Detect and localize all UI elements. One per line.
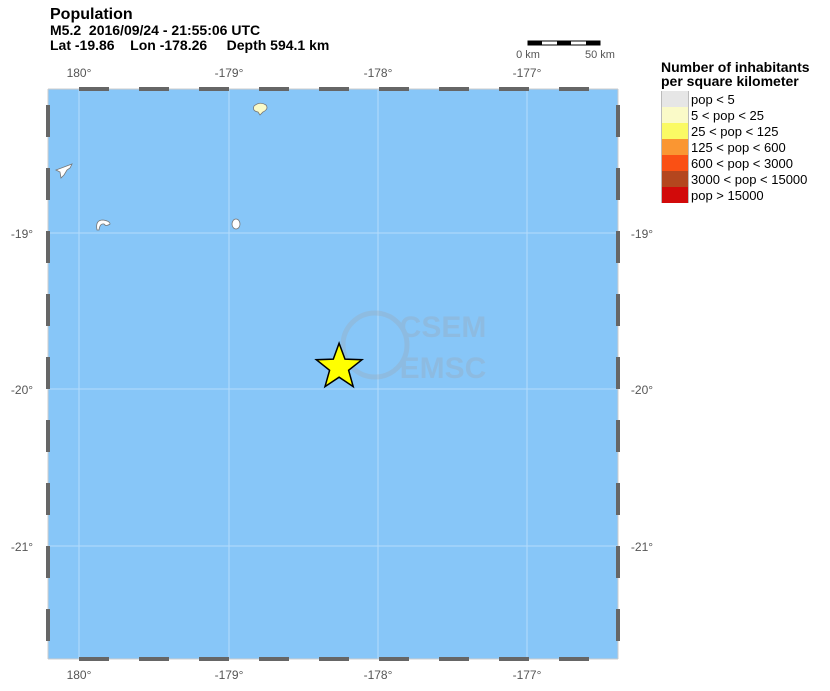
legend-item: 25 < pop < 125 <box>661 123 810 139</box>
event-info: M5.2 2016/09/24 - 21:55:06 UTC <box>50 22 261 38</box>
legend-swatch <box>661 107 689 123</box>
lon-tick-bottom: -177° <box>513 668 542 682</box>
legend-swatch <box>661 187 689 203</box>
legend-label: 25 < pop < 125 <box>691 123 779 139</box>
legend-swatch <box>661 91 689 107</box>
scale-right-label: 50 km <box>585 49 615 61</box>
lon-tick-top: 180° <box>67 66 92 80</box>
island <box>231 218 241 230</box>
lon-tick-top: -178° <box>364 66 393 80</box>
scale-left-label: 0 km <box>516 49 540 61</box>
lat-tick-left: -20° <box>11 383 33 397</box>
island <box>55 163 73 179</box>
lat-tick-right: -20° <box>631 383 653 397</box>
legend-title-line2: per square kilometer <box>661 73 799 89</box>
legend-item: pop > 15000 <box>661 187 810 203</box>
lon-tick-bottom: -179° <box>215 668 244 682</box>
lat-tick-left: -21° <box>11 540 33 554</box>
map-frame <box>46 87 620 661</box>
legend-swatch <box>661 139 689 155</box>
lon-tick-bottom: -178° <box>364 668 393 682</box>
graticule <box>48 89 618 659</box>
watermark-line2: EMSC <box>400 352 487 385</box>
legend-label: 5 < pop < 25 <box>691 107 765 123</box>
csem-emsc-watermark: CSEM EMSC <box>340 310 487 385</box>
lat-tick-right: -21° <box>631 540 653 554</box>
legend-label: 125 < pop < 600 <box>691 139 786 155</box>
legend-swatch <box>661 155 689 171</box>
legend-label: 3000 < pop < 15000 <box>691 171 808 187</box>
lat-tick-left: -19° <box>11 227 33 241</box>
legend-label: 600 < pop < 3000 <box>691 155 793 171</box>
event-location: Lat -19.86 Lon -178.26 Depth 594.1 km <box>50 37 330 53</box>
star-icon[interactable] <box>314 341 365 389</box>
legend-item: 5 < pop < 25 <box>661 107 810 123</box>
legend-item: pop < 5 <box>661 91 810 107</box>
watermark-line1: CSEM <box>400 311 487 344</box>
legend-label: pop > 15000 <box>691 187 764 203</box>
legend: Number of inhabitants per square kilomet… <box>661 60 810 203</box>
legend-label: pop < 5 <box>691 91 735 107</box>
island <box>96 219 111 231</box>
legend-title-line1: Number of inhabitants <box>661 59 810 75</box>
legend-item: 125 < pop < 600 <box>661 139 810 155</box>
legend-swatch <box>661 123 689 139</box>
lon-tick-bottom: 180° <box>67 668 92 682</box>
scale-bar: 0 km 50 km <box>516 40 615 61</box>
lon-tick-top: -179° <box>215 66 244 80</box>
island <box>253 102 268 116</box>
legend-item: 3000 < pop < 15000 <box>661 171 810 187</box>
map-title: Population <box>50 6 133 23</box>
islands <box>55 102 268 231</box>
legend-item: 600 < pop < 3000 <box>661 155 810 171</box>
lat-tick-right: -19° <box>631 227 653 241</box>
legend-swatch <box>661 171 689 187</box>
lon-tick-top: -177° <box>513 66 542 80</box>
